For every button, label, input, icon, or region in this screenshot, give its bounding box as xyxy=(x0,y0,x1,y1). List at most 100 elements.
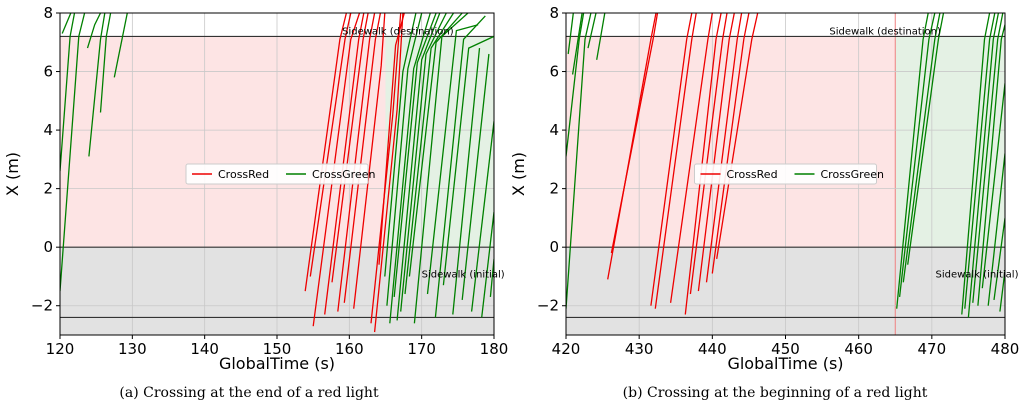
crossgreen-trajectory xyxy=(408,13,463,277)
x-tick-label: 430 xyxy=(625,340,654,358)
crossred-trajectory xyxy=(324,13,365,315)
crossred-trajectory xyxy=(684,13,722,315)
y-axis-label: X (m) xyxy=(3,152,22,196)
crossgreen-trajectory xyxy=(566,13,585,157)
x-axis-label: GlobalTime (s) xyxy=(219,354,335,373)
crossred-trajectory xyxy=(337,13,376,312)
legend-box xyxy=(185,163,369,185)
crossgreen-trajectory xyxy=(386,13,423,306)
x-tick-label: 450 xyxy=(771,340,800,358)
y-tick-label: 0 xyxy=(43,238,53,256)
crossgreen-trajectory xyxy=(999,270,1005,312)
crossgreen-trajectory xyxy=(99,13,112,113)
chart-panel-1: Sidewalk (destination) Sidewalk (initial)… xyxy=(3,4,508,373)
trajectories xyxy=(566,13,1005,318)
crossred-trajectory xyxy=(650,13,693,306)
crossred-trajectory xyxy=(343,13,382,303)
y-tick-label: 2 xyxy=(43,180,53,198)
chart-panel-2: Sidewalk (destination) Sidewalk (initial)… xyxy=(509,4,1019,373)
crossred-trajectory xyxy=(610,13,659,254)
crossgreen-trajectory xyxy=(489,258,494,297)
x-tick-label: 460 xyxy=(844,340,873,358)
crossgreen-trajectory xyxy=(977,24,1005,306)
x-tick-label: 160 xyxy=(335,340,364,358)
crossgreen-trajectory xyxy=(596,13,606,60)
crossgreen-trajectory xyxy=(389,13,431,324)
crossgreen-trajectory xyxy=(413,13,469,324)
y-tick-label: −2 xyxy=(31,297,53,315)
crossgreen-trajectory xyxy=(972,13,1004,303)
y-tick-label: 4 xyxy=(549,121,559,139)
crossred-trajectory xyxy=(304,13,348,292)
crossgreen-trajectory xyxy=(481,212,494,318)
x-tick-label: 420 xyxy=(552,340,581,358)
crossred-trajectory xyxy=(654,13,697,309)
y-tick-label: 8 xyxy=(549,4,559,22)
crossgreen-trajectory xyxy=(902,13,941,283)
x-tick-label: 130 xyxy=(118,340,147,358)
crossred-trajectory xyxy=(370,13,402,324)
crossgreen-trajectory xyxy=(967,13,1000,318)
crossgreen-trajectory xyxy=(60,13,86,292)
crossgreen-trajectory xyxy=(567,13,574,55)
crossred-trajectory xyxy=(697,13,735,292)
x-tick-label: 170 xyxy=(407,340,436,358)
x-tick-label: 440 xyxy=(698,340,727,358)
legend-label: CrossGreen xyxy=(821,168,884,181)
crossgreen-trajectory xyxy=(566,13,592,309)
crossred-trajectory xyxy=(373,13,404,333)
x-tick-label: 150 xyxy=(263,340,292,358)
crossgreen-trajectory xyxy=(907,13,945,265)
crossgreen-trajectory xyxy=(86,13,102,49)
crossred-trajectory xyxy=(705,13,743,283)
crossred-trajectory xyxy=(331,13,369,283)
y-tick-label: 8 xyxy=(43,4,53,22)
crossgreen-trajectory xyxy=(404,13,455,295)
y-tick-label: 0 xyxy=(549,238,559,256)
sidewalk-annotation: Sidewalk (destination) xyxy=(342,27,454,38)
y-tick-label: 2 xyxy=(549,180,559,198)
crossgreen-trajectory xyxy=(898,13,936,297)
x-tick-label: 470 xyxy=(918,340,947,358)
crossgreen-trajectory xyxy=(587,13,597,49)
crossgreen-trajectory xyxy=(993,217,1005,300)
caption-b: (b) Crossing at the beginning of a red l… xyxy=(622,385,928,401)
crossgreen-trajectory xyxy=(61,13,72,34)
crossred-trajectory xyxy=(309,13,352,277)
x-tick-label: 120 xyxy=(46,340,75,358)
crossgreen-trajectory xyxy=(461,53,490,300)
sidewalk-annotation: Sidewalk (initial) xyxy=(422,270,505,281)
legend-box xyxy=(694,163,877,185)
crossgreen-trajectory xyxy=(60,13,76,172)
crossgreen-trajectory xyxy=(964,13,996,309)
crossgreen-trajectory xyxy=(896,13,929,309)
legend-label: CrossRed xyxy=(218,168,269,181)
crossgreen-trajectory xyxy=(452,48,481,315)
crossgreen-trajectory xyxy=(396,13,441,321)
y-axis-label: X (m) xyxy=(509,152,528,196)
crossgreen-trajectory xyxy=(434,15,486,318)
x-axis-label: GlobalTime (s) xyxy=(727,354,843,373)
y-tick-label: 4 xyxy=(43,121,53,139)
y-tick-label: 6 xyxy=(43,63,53,81)
crossred-trajectory xyxy=(716,13,759,260)
crossgreen-trajectory xyxy=(426,24,479,295)
crossgreen-trajectory xyxy=(400,13,447,312)
y-tick-label: 6 xyxy=(549,63,559,81)
crossred-trajectory xyxy=(312,13,361,327)
crossgreen-trajectory xyxy=(88,13,106,157)
legend-label: CrossRed xyxy=(727,168,778,181)
x-tick-label: 180 xyxy=(480,340,509,358)
y-tick-label: −2 xyxy=(537,297,559,315)
sidewalk-annotation: Sidewalk (initial) xyxy=(935,270,1018,281)
crossred-trajectory xyxy=(711,13,750,274)
trajectories xyxy=(60,13,494,333)
x-tick-label: 140 xyxy=(190,340,219,358)
crossgreen-trajectory xyxy=(961,13,991,315)
caption-a: (a) Crossing at the end of a red light xyxy=(119,385,379,401)
crossred-trajectory xyxy=(353,13,386,309)
legend-label: CrossGreen xyxy=(312,168,375,181)
crossred-trajectory xyxy=(669,13,713,303)
crossgreen-trajectory xyxy=(981,83,1005,289)
